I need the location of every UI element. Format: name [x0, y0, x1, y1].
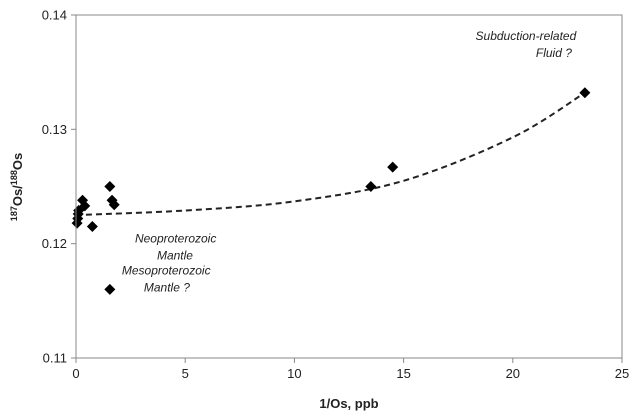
y-tick-label: 0.13: [42, 122, 67, 137]
trend-layer: [75, 91, 586, 217]
x-tick-label: 5: [182, 366, 189, 381]
x-tick-label: 25: [615, 366, 629, 381]
y-tick-label: 0.12: [42, 236, 67, 251]
y-tick-label: 0.14: [42, 8, 67, 23]
x-tick-label: 10: [287, 366, 301, 381]
y-axis-title-os-tail: Os: [10, 153, 25, 170]
data-point: [86, 221, 98, 233]
plot-area: [75, 14, 623, 359]
svg-text:187Os/188Os: 187Os/188Os: [9, 153, 25, 221]
plot-frame: [75, 14, 623, 359]
x-tick-label: 0: [72, 366, 79, 381]
points-layer: [71, 87, 591, 295]
annotation-subduction-line: Subduction-related: [476, 29, 577, 43]
y-axis-title-superscript-187: 187: [9, 206, 19, 221]
data-point: [104, 181, 116, 192]
data-point: [79, 200, 91, 212]
x-tick-label: 20: [506, 366, 520, 381]
data-point: [387, 161, 399, 173]
annotation-subduction-line: Fluid ?: [536, 46, 572, 60]
axes-layer: 0 5 10 15 20 25 0.11 0.12 0.13 0.14: [42, 8, 630, 382]
trend-curve: [75, 91, 586, 217]
annotation-neoproterozoic-line: Neoproterozoic: [135, 232, 216, 246]
y-axis-title-superscript-188: 188: [9, 170, 19, 185]
annotation-layer: Subduction-related Fluid ? Neoproterozoic M…: [122, 29, 577, 294]
data-point: [108, 199, 120, 211]
data-point: [579, 87, 591, 99]
y-axis-title: 187Os/188Os: [9, 153, 25, 221]
data-point: [104, 283, 116, 295]
annotation-mesoproterozoic-line: Mesoproterozoic: [122, 264, 211, 278]
x-tick-label: 15: [396, 366, 410, 381]
y-axis-title-os: Os/: [10, 185, 25, 206]
data-point: [365, 181, 377, 192]
y-tick-label: 0.11: [43, 351, 67, 366]
x-axis-title: 1/Os, ppb: [319, 396, 378, 411]
annotation-neoproterozoic-line: Mantle: [157, 249, 193, 263]
annotation-mesoproterozoic-line: Mantle ?: [144, 281, 190, 295]
